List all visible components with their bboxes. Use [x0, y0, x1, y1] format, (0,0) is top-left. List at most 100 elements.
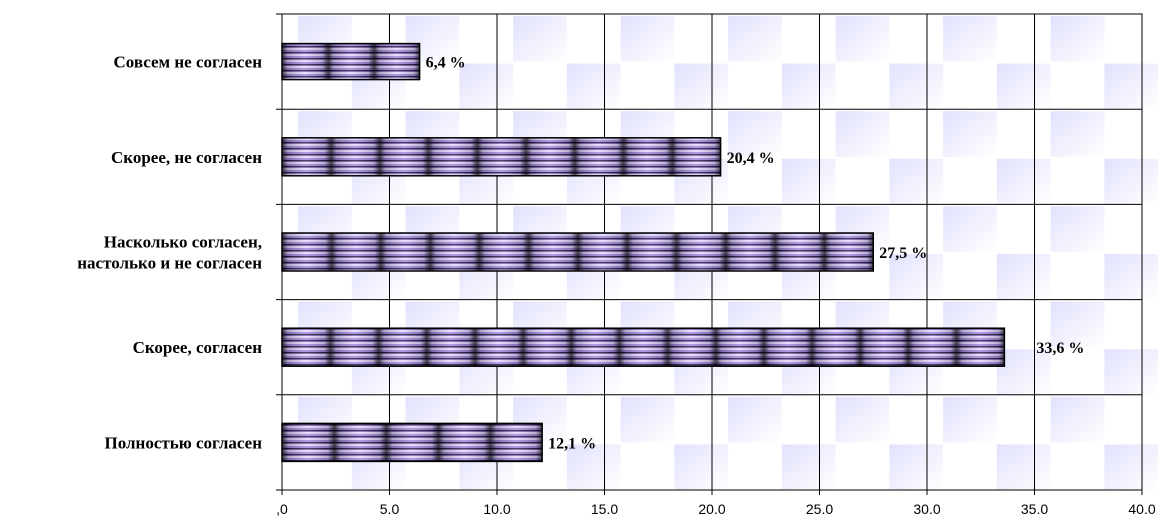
x-tick-label: 15.0 — [591, 501, 618, 517]
category-label: Насколько согласен, настолько и не соглас… — [77, 233, 262, 273]
background-tile — [889, 158, 944, 205]
background-tile — [889, 254, 944, 300]
background-tile — [835, 16, 890, 62]
background-tile — [1104, 63, 1159, 110]
bar-segment — [823, 233, 874, 271]
background-tile — [943, 396, 997, 443]
bar-segment — [282, 328, 331, 367]
bar-segment — [811, 328, 860, 367]
background-tile — [996, 158, 1051, 205]
bar-segment — [570, 328, 620, 367]
bar-segment — [676, 233, 726, 271]
background-tile — [781, 63, 836, 110]
data-label: 6,4 % — [426, 55, 466, 72]
bar[interactable] — [281, 42, 421, 81]
x-tick-label: 25.0 — [806, 501, 833, 517]
bar-segment — [334, 423, 387, 462]
bar-outline — [281, 42, 421, 81]
category-label: Скорее, согласен — [133, 338, 263, 357]
bar-segment — [282, 423, 335, 462]
bar-segment — [763, 328, 812, 367]
bar-segment — [331, 233, 381, 271]
category-label-line: Скорее, не согласен — [111, 148, 262, 167]
bar-segment — [282, 137, 331, 176]
bar-segment — [859, 328, 909, 367]
background-tile — [889, 63, 944, 110]
background-tile — [835, 111, 890, 157]
background-tile — [781, 444, 836, 490]
category-label: Скорее, не согласен — [111, 148, 262, 167]
background-tile — [996, 349, 1051, 395]
bar-segment — [373, 43, 420, 80]
background-tile — [996, 444, 1051, 490]
background-tile — [835, 396, 890, 443]
bar[interactable] — [281, 327, 1006, 367]
background-tile — [566, 444, 621, 490]
bar-segment — [522, 328, 571, 367]
data-label: 20,4 % — [727, 150, 775, 167]
bar-segment — [671, 137, 721, 176]
bar-segment — [429, 233, 480, 271]
background-tile — [674, 63, 729, 110]
data-label: 27,5 % — [879, 245, 927, 262]
background-tile — [513, 16, 567, 62]
x-tick-label: 40.0 — [1128, 501, 1155, 517]
data-label: 12,1 % — [548, 435, 596, 452]
background-tile — [1050, 111, 1105, 157]
background-tile — [1050, 396, 1105, 443]
background-tile — [1104, 158, 1159, 205]
bar-segment — [956, 328, 1005, 367]
background-tile — [1050, 16, 1105, 62]
bar[interactable] — [281, 137, 722, 177]
category-label-line: Полностью согласен — [105, 433, 263, 452]
bar-segment — [908, 328, 957, 367]
bar-segment — [490, 423, 543, 462]
x-tick-label: 10.0 — [483, 501, 510, 517]
bar-segment — [479, 233, 529, 271]
background-tile — [996, 254, 1051, 300]
bar-segment — [282, 43, 328, 80]
x-tick-label: 30.0 — [913, 501, 940, 517]
bar-outline — [281, 137, 722, 177]
background-tile — [1104, 444, 1159, 490]
background-tile — [566, 63, 621, 110]
bar-segment — [380, 233, 430, 271]
bar-segment — [426, 328, 475, 367]
category-label-line: Насколько согласен, — [104, 233, 262, 252]
bar-segment — [327, 43, 374, 80]
background-tile — [1050, 301, 1105, 348]
bar-segment — [428, 137, 477, 176]
background-tile — [996, 63, 1051, 110]
bar-segment — [386, 423, 439, 462]
bar-segment — [528, 233, 578, 271]
x-tick-label: 20.0 — [698, 501, 725, 517]
bar-segment — [623, 137, 672, 176]
bar-segment — [715, 328, 764, 367]
bar-segment — [525, 137, 575, 176]
bar-segment — [378, 328, 427, 367]
bar-segment — [438, 423, 491, 462]
bar-segment — [474, 328, 523, 367]
background-tile — [728, 16, 782, 62]
bar-segment — [379, 137, 429, 176]
bar-outline — [281, 422, 543, 463]
bar-outline — [281, 327, 1006, 367]
bar[interactable] — [281, 422, 543, 463]
bar-segment — [626, 233, 677, 271]
background-tile — [943, 206, 997, 252]
bar-segment — [282, 233, 332, 271]
background-tile — [943, 16, 997, 62]
bar[interactable] — [281, 232, 874, 272]
bar-segment — [330, 328, 379, 367]
background-tile — [1104, 254, 1159, 300]
category-label-line: Скорее, согласен — [133, 338, 263, 357]
bar-segment — [574, 137, 624, 176]
background-tile — [1050, 206, 1105, 252]
bar-segment — [619, 328, 668, 367]
background-tile — [728, 396, 782, 443]
background-tile — [674, 444, 729, 490]
background-tile — [728, 111, 782, 157]
background-tile — [781, 158, 836, 205]
